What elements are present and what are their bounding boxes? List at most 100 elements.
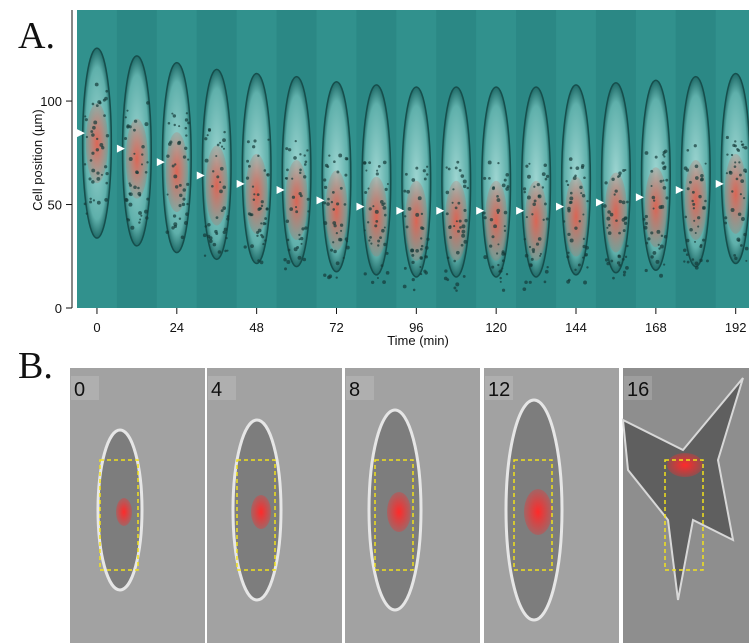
speckle xyxy=(461,224,466,229)
speckle xyxy=(419,265,422,268)
speckle xyxy=(622,270,627,274)
speckle xyxy=(370,242,373,245)
speckle xyxy=(141,145,145,149)
speckle xyxy=(285,219,290,223)
speckle xyxy=(422,169,426,173)
speckle xyxy=(385,251,389,255)
speckle xyxy=(482,211,486,215)
speckle xyxy=(332,221,337,225)
speckle xyxy=(585,245,589,250)
speckle xyxy=(528,280,532,284)
speckle xyxy=(252,198,256,202)
speckle xyxy=(344,237,349,241)
position-marker xyxy=(396,206,405,215)
speckle xyxy=(406,189,410,194)
speckle xyxy=(288,148,292,152)
speckle xyxy=(89,200,93,204)
speckle xyxy=(499,280,502,283)
speckle xyxy=(85,212,89,215)
speckle xyxy=(737,212,742,217)
speckle xyxy=(289,207,294,211)
speckle xyxy=(459,226,462,229)
speckle xyxy=(173,224,178,229)
speckle xyxy=(491,235,495,239)
speckle xyxy=(411,260,415,265)
speckle xyxy=(536,183,540,187)
speckle xyxy=(626,200,629,204)
speckle xyxy=(501,288,506,292)
speckle xyxy=(582,213,585,216)
speckle xyxy=(333,224,337,228)
speckle xyxy=(532,202,536,207)
nucleus xyxy=(116,498,132,526)
speckle xyxy=(336,202,340,206)
x-tick-label: 72 xyxy=(329,320,343,335)
y-tick-label: 100 xyxy=(40,94,62,109)
speckle xyxy=(694,232,697,235)
speckle xyxy=(304,226,308,230)
speckle xyxy=(528,245,532,249)
speckle xyxy=(704,199,707,203)
speckle xyxy=(104,165,108,169)
speckle xyxy=(496,211,500,215)
speckle xyxy=(411,178,416,182)
nucleus xyxy=(251,495,271,529)
speckle xyxy=(246,140,250,144)
speckle xyxy=(344,173,348,177)
speckle xyxy=(579,185,583,190)
speckle xyxy=(216,143,220,147)
speckle xyxy=(186,202,189,206)
speckle xyxy=(178,204,182,208)
speckle xyxy=(625,265,629,270)
speckle xyxy=(303,163,307,166)
speckle xyxy=(420,272,423,276)
speckle xyxy=(182,155,187,159)
speckle xyxy=(173,174,178,179)
speckle xyxy=(733,254,737,257)
speckle xyxy=(137,186,140,190)
speckle xyxy=(130,225,135,230)
speckle xyxy=(522,187,527,191)
speckle xyxy=(685,253,689,257)
speckle xyxy=(345,240,349,243)
speckle xyxy=(705,259,709,263)
speckle xyxy=(466,186,470,190)
speckle xyxy=(731,190,734,193)
speckle xyxy=(382,160,387,165)
speckle xyxy=(445,190,450,195)
speckle xyxy=(725,172,728,175)
speckle xyxy=(606,226,609,229)
speckle xyxy=(740,179,745,183)
speckle xyxy=(219,181,222,184)
nucleus xyxy=(325,170,348,251)
speckle xyxy=(187,158,190,161)
speckle xyxy=(618,199,623,204)
speckle xyxy=(545,174,550,178)
speckle xyxy=(335,276,338,279)
speckle xyxy=(299,153,302,156)
speckle xyxy=(650,231,654,235)
speckle xyxy=(300,236,304,241)
speckle xyxy=(491,265,495,269)
speckle xyxy=(566,255,570,259)
y-tick-label: 50 xyxy=(48,198,62,213)
speckle xyxy=(247,212,252,216)
speckle xyxy=(375,172,379,176)
speckle xyxy=(697,216,701,220)
speckle xyxy=(569,191,573,195)
speckle xyxy=(733,165,737,168)
speckle xyxy=(179,193,183,198)
speckle xyxy=(144,170,148,174)
x-tick-label: 48 xyxy=(249,320,263,335)
speckle xyxy=(126,109,129,112)
speckle xyxy=(743,232,747,237)
roi-box xyxy=(513,459,553,571)
speckle xyxy=(260,200,264,204)
speckle xyxy=(95,137,99,141)
speckle xyxy=(375,219,379,223)
position-marker xyxy=(236,179,245,188)
speckle xyxy=(247,164,251,168)
speckle xyxy=(363,229,366,232)
speckle xyxy=(243,245,247,249)
speckle xyxy=(460,174,465,178)
